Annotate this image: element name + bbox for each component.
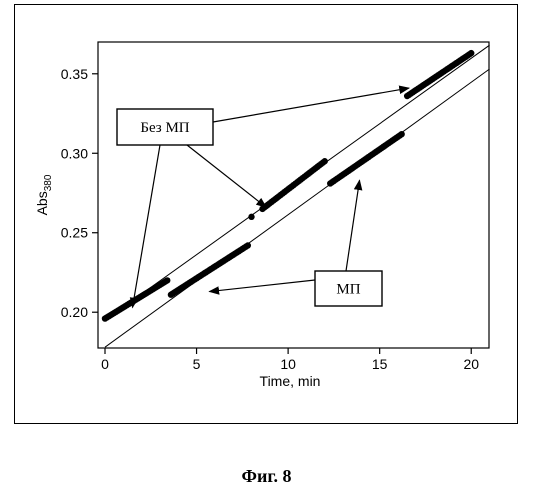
x-tick-label: 0 <box>101 356 109 372</box>
data-point-mp <box>398 131 404 137</box>
figure-caption: Фиг. 8 <box>0 466 533 487</box>
annotation-arrow-without-mp <box>132 145 160 307</box>
data-point-without-mp <box>248 214 254 220</box>
annotation-arrow-without-mp <box>213 88 409 122</box>
annotation-arrow-mp <box>346 180 360 271</box>
x-tick-label: 15 <box>372 356 388 372</box>
y-axis-title-main: Abs <box>34 191 50 215</box>
y-tick-label: 0.20 <box>61 304 88 320</box>
x-tick-label: 10 <box>280 356 296 372</box>
y-tick-label: 0.35 <box>61 66 88 82</box>
annotation-label-mp: МП <box>336 282 360 298</box>
y-tick-label: 0.30 <box>61 145 88 161</box>
y-tick-label: 0.25 <box>61 225 88 241</box>
x-axis-title: Time, min <box>260 373 321 389</box>
annotation-arrow-mp <box>209 280 315 292</box>
x-tick-label: 20 <box>463 356 479 372</box>
annotation-label-without-mp: Без МП <box>140 120 189 136</box>
data-point-without-mp <box>468 50 474 56</box>
data-point-mp <box>245 242 251 248</box>
data-point-without-mp <box>164 277 170 283</box>
x-tick-label: 5 <box>193 356 201 372</box>
y-axis-title: Abs380 <box>34 174 54 215</box>
y-axis-title-sub: 380 <box>43 174 54 191</box>
chart: 0 5 10 15 20 0.20 0.25 0.30 0.35 Без МП МП Abs380… <box>0 0 533 440</box>
annotation-arrow-without-mp <box>187 145 266 207</box>
data-point-without-mp <box>322 158 328 164</box>
